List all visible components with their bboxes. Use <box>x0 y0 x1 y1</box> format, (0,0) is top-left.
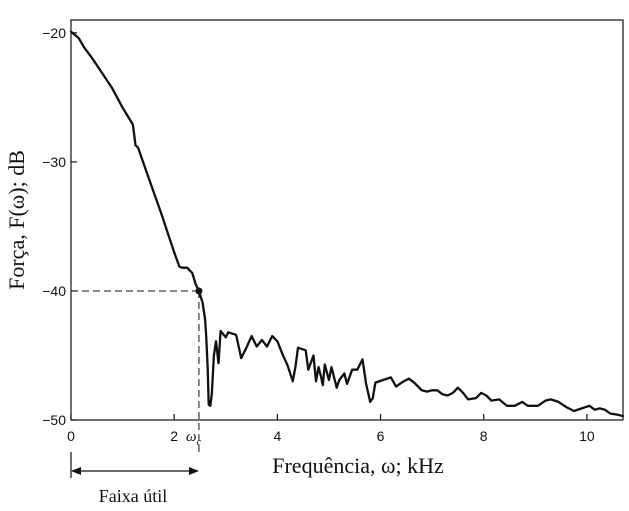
y-tick-label: −50 <box>42 412 66 428</box>
y-tick-label: −30 <box>42 154 66 170</box>
y-tick-label: −20 <box>42 25 66 41</box>
x-axis-title: Frequência, ω; kHz <box>272 453 444 478</box>
series-layer <box>69 30 625 418</box>
x-tick-label: 10 <box>579 428 595 444</box>
cutoff-point-marker <box>195 287 203 295</box>
x-axis: 0 2 4 6 8 10 <box>67 414 595 444</box>
band-label: Faixa útil <box>99 486 168 506</box>
y-tick-label: −40 <box>42 283 66 299</box>
useful-band <box>70 452 199 478</box>
y-axis: −20 −30 −40 −50 <box>42 25 77 428</box>
x-tick-label: 0 <box>67 428 75 444</box>
series-line <box>69 30 625 418</box>
cutoff-guides <box>71 290 200 455</box>
plot-frame <box>70 19 624 421</box>
x-tick-label: 8 <box>480 428 488 444</box>
x-tick-label: 4 <box>273 428 281 444</box>
cutoff-label: ωc <box>186 429 202 448</box>
y-axis-title: Força, F(ω); dB <box>4 150 29 290</box>
x-tick-label: 2 <box>170 428 178 444</box>
x-tick-label: 6 <box>377 428 385 444</box>
